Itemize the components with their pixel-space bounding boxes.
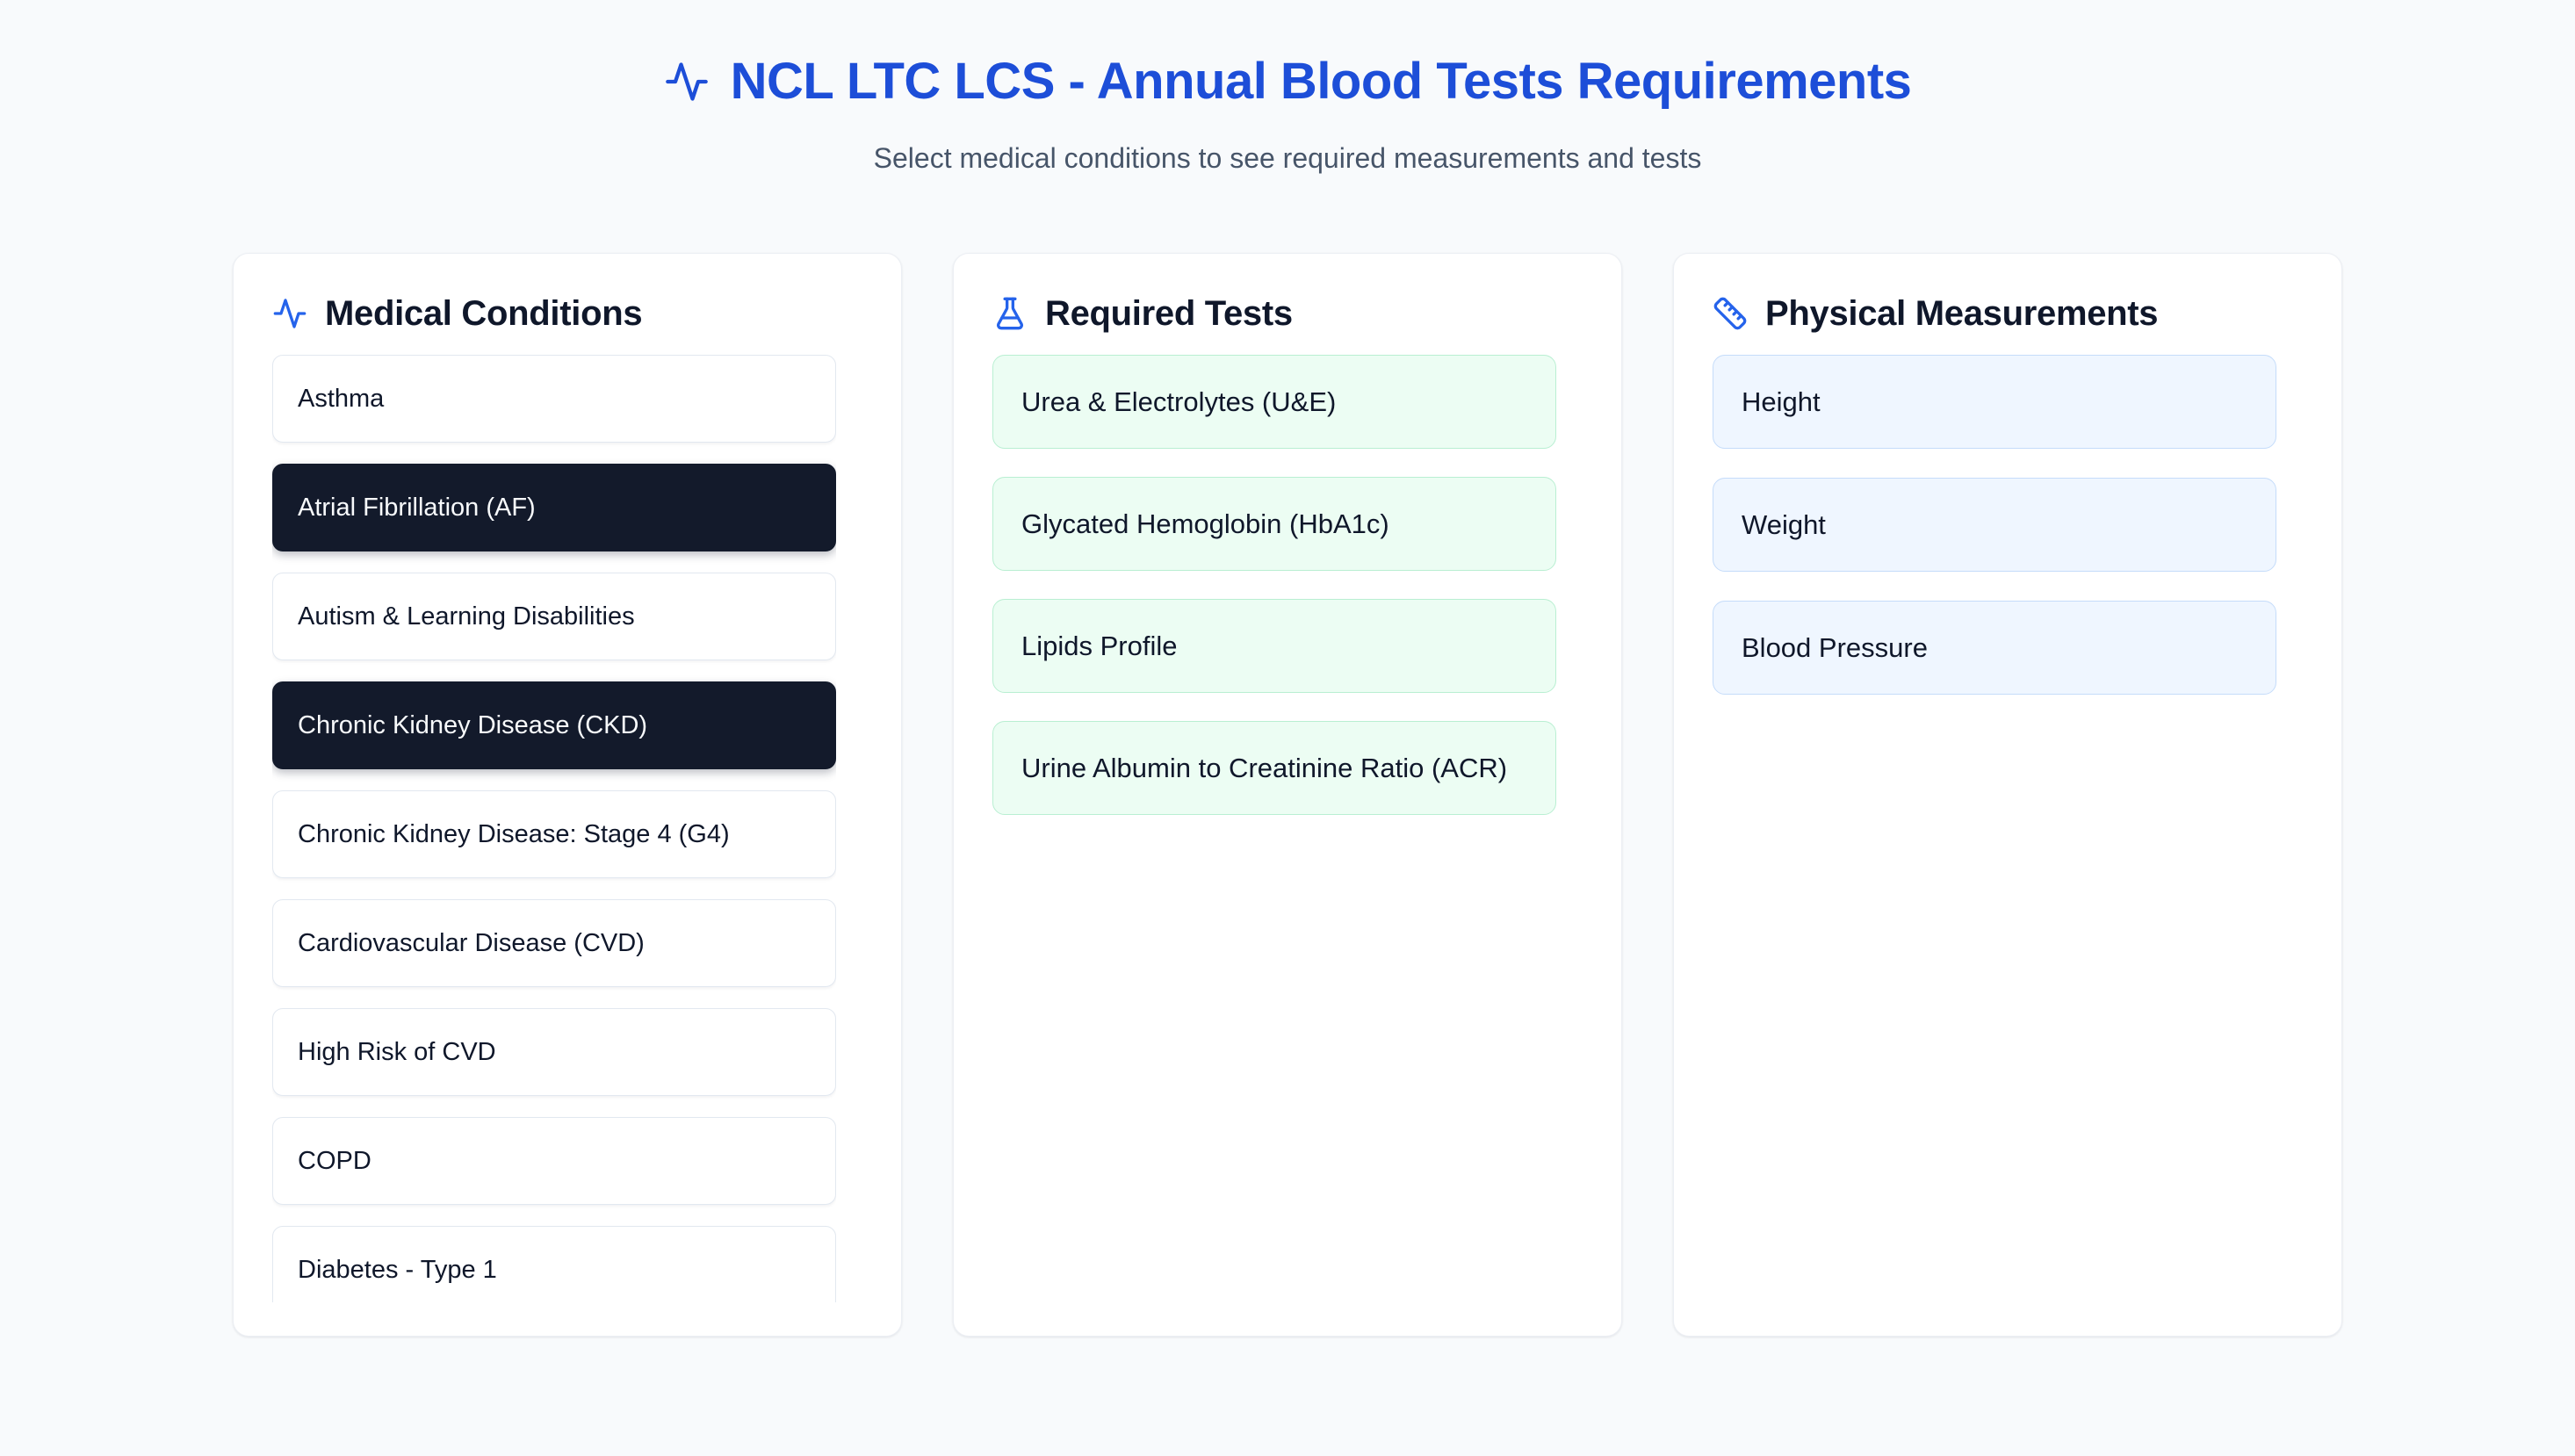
condition-label: COPD	[298, 1146, 371, 1175]
required-tests-title: Required Tests	[1045, 293, 1293, 333]
medical-conditions-header: Medical Conditions	[272, 292, 836, 335]
condition-label: Diabetes - Type 1	[298, 1255, 497, 1284]
page-header: NCL LTC LCS - Annual Blood Tests Require…	[0, 0, 2575, 176]
title-row: NCL LTC LCS - Annual Blood Tests Require…	[0, 53, 2575, 111]
measurement-item: Weight	[1713, 478, 2276, 572]
medical-conditions-panel: Medical Conditions Asthma Atrial Fibrilla…	[233, 253, 902, 1337]
condition-item[interactable]: Cardiovascular Disease (CVD)	[272, 899, 836, 987]
measurement-item: Blood Pressure	[1713, 601, 2276, 695]
test-item: Lipids Profile	[992, 599, 1556, 693]
condition-item[interactable]: COPD	[272, 1117, 836, 1205]
conditions-list: Asthma Atrial Fibrillation (AF) Autism & L…	[272, 355, 836, 1302]
measurement-label: Blood Pressure	[1742, 631, 1928, 663]
condition-label: High Risk of CVD	[298, 1037, 496, 1066]
physical-measurements-header: Physical Measurements	[1713, 292, 2276, 335]
required-tests-header: Required Tests	[992, 292, 1556, 335]
physical-measurements-panel: Physical Measurements Height Weight Blood …	[1673, 253, 2342, 1337]
condition-item[interactable]: Asthma	[272, 355, 836, 443]
condition-item[interactable]: Chronic Kidney Disease (CKD)	[272, 681, 836, 769]
condition-label: Autism & Learning Disabilities	[298, 602, 635, 631]
condition-item[interactable]: Diabetes - Type 1	[272, 1226, 836, 1302]
measurements-list: Height Weight Blood Pressure	[1713, 355, 2276, 695]
measurement-label: Weight	[1742, 508, 1826, 540]
condition-item[interactable]: Autism & Learning Disabilities	[272, 573, 836, 660]
test-label: Urine Albumin to Creatinine Ratio (ACR)	[1021, 752, 1508, 783]
condition-label: Cardiovascular Disease (CVD)	[298, 928, 645, 957]
tests-list: Urea & Electrolytes (U&E) Glycated Hemogl…	[992, 355, 1556, 815]
ruler-icon	[1713, 297, 1747, 330]
test-item: Urea & Electrolytes (U&E)	[992, 355, 1556, 449]
test-label: Glycated Hemoglobin (HbA1c)	[1021, 508, 1389, 539]
main-content: Medical Conditions Asthma Atrial Fibrilla…	[233, 253, 2342, 1337]
physical-measurements-title: Physical Measurements	[1765, 293, 2159, 333]
flask-icon	[997, 297, 1023, 330]
test-label: Lipids Profile	[1021, 630, 1178, 661]
condition-label: Chronic Kidney Disease (CKD)	[298, 710, 648, 739]
condition-label: Chronic Kidney Disease: Stage 4 (G4)	[298, 819, 730, 848]
test-label: Urea & Electrolytes (U&E)	[1021, 386, 1337, 417]
activity-icon	[273, 299, 307, 328]
medical-conditions-title: Medical Conditions	[325, 293, 643, 333]
test-item: Glycated Hemoglobin (HbA1c)	[992, 477, 1556, 571]
required-tests-panel: Required Tests Urea & Electrolytes (U&E)…	[953, 253, 1622, 1337]
activity-icon	[665, 62, 708, 101]
condition-item[interactable]: High Risk of CVD	[272, 1008, 836, 1096]
test-item: Urine Albumin to Creatinine Ratio (ACR)	[992, 721, 1556, 815]
measurement-label: Height	[1742, 386, 1821, 417]
condition-label: Atrial Fibrillation (AF)	[298, 493, 536, 522]
condition-item[interactable]: Chronic Kidney Disease: Stage 4 (G4)	[272, 790, 836, 878]
condition-item[interactable]: Atrial Fibrillation (AF)	[272, 464, 836, 551]
page-title: NCL LTC LCS - Annual Blood Tests Require…	[730, 53, 1912, 110]
condition-label: Asthma	[298, 384, 385, 413]
measurement-item: Height	[1713, 355, 2276, 449]
page-subtitle: Select medical conditions to see require…	[873, 142, 1702, 174]
